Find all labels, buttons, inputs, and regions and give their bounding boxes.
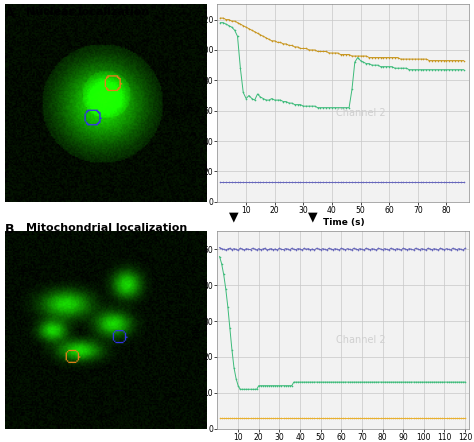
X-axis label: Time (s): Time (s) xyxy=(323,218,364,227)
Text: A: A xyxy=(5,7,14,19)
Text: Channel 2: Channel 2 xyxy=(336,108,386,118)
Text: Nuclear localization: Nuclear localization xyxy=(26,7,149,17)
Text: ▼: ▼ xyxy=(309,210,318,224)
Text: B: B xyxy=(5,223,14,236)
Y-axis label: MFI: MFI xyxy=(187,95,196,111)
Y-axis label: MFI: MFI xyxy=(192,322,201,338)
Text: ▼: ▼ xyxy=(229,210,239,224)
Text: Mitochondrial localization: Mitochondrial localization xyxy=(26,223,187,233)
Text: Channel 2: Channel 2 xyxy=(336,335,386,345)
